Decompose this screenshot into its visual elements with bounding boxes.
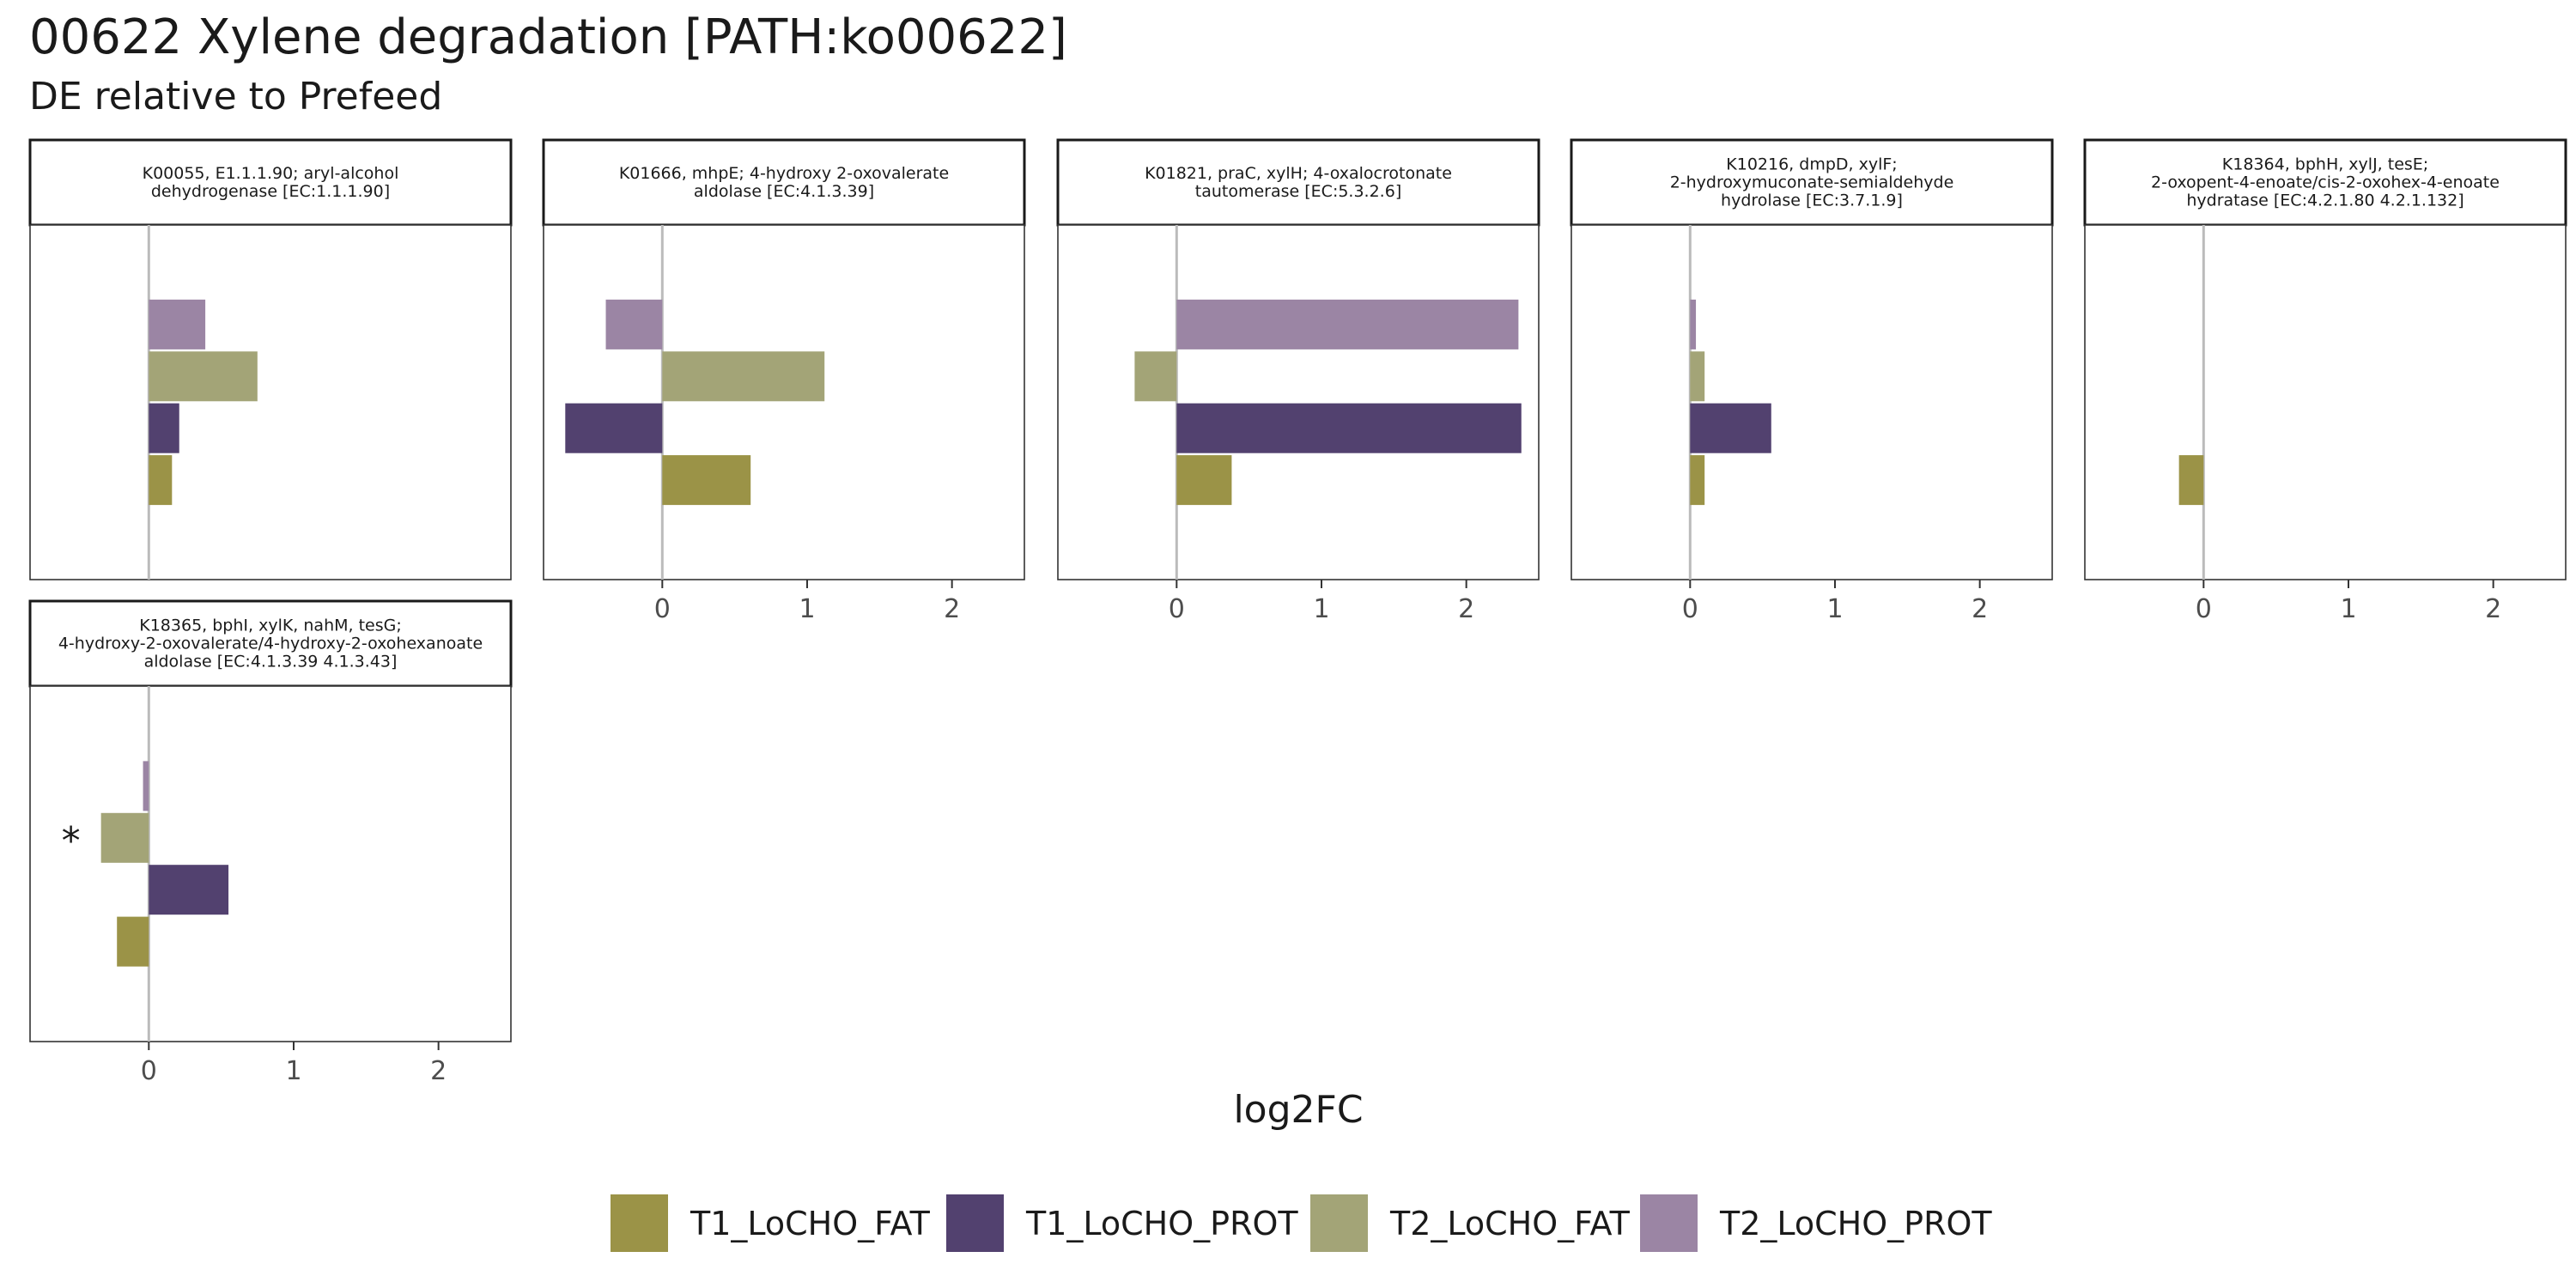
panel-3-x-tick-label: 1 (1313, 594, 1329, 624)
panel-1-bar-t2-locho-prot (149, 299, 206, 349)
panel-1-bar-t2-locho-fat (149, 351, 258, 402)
panel-2-bar-t1-locho-fat (662, 455, 751, 506)
panel-5-strip-label-line-1: K18364, bphH, xylJ, tesE; (2222, 155, 2428, 174)
chart-subtitle: DE relative to Prefeed (29, 75, 443, 118)
panel-2-bar-t1-locho-prot (565, 403, 663, 453)
panel-4-x-tick-label: 1 (1826, 594, 1843, 624)
panel-4-bar-t2-locho-fat (1690, 351, 1705, 402)
panel-1-strip-label-line-2: dehydrogenase [EC:1.1.1.90] (151, 182, 390, 201)
panel-6-strip-label-line-2: 4-hydroxy-2-oxovalerate/4-hydroxy-2-oxoh… (58, 635, 483, 653)
legend-label-t1-locho-prot: T1_LoCHO_PROT (1025, 1205, 1298, 1242)
panel-5-x-tick-label: 0 (2196, 594, 2212, 624)
panel-2-bar-t2-locho-prot (605, 299, 663, 349)
legend-label-t2-locho-fat: T2_LoCHO_FAT (1389, 1205, 1631, 1242)
panel-4-bar-t2-locho-prot (1690, 299, 1697, 349)
panel-5-bar-t1-locho-fat (2178, 455, 2204, 506)
panel-1-bar-t1-locho-prot (149, 403, 179, 453)
panel-4-x-tick-label: 2 (1971, 594, 1988, 624)
panel-3-bar-t2-locho-fat (1134, 351, 1177, 402)
panel-5-strip (2083, 138, 2567, 227)
panel-3-x-tick-label: 0 (1169, 594, 1185, 624)
panel-6-bar-t2-locho-fat (100, 812, 149, 863)
legend-label-t2-locho-prot: T2_LoCHO_PROT (1719, 1205, 1992, 1242)
panel-6-bar-t1-locho-fat (117, 916, 149, 967)
panel-4-bar-t1-locho-prot (1690, 403, 1771, 453)
panel-6-bar-t2-locho-prot (143, 761, 149, 811)
legend-key-t1-locho-prot (946, 1194, 1004, 1252)
panel-2-x-tick-label: 2 (944, 594, 960, 624)
panel-6-x-tick-label: 0 (141, 1056, 157, 1086)
panel-2-x-tick-label: 0 (654, 594, 671, 624)
panel-6-plot-area (29, 685, 512, 1042)
panel-5-x-tick-label: 1 (2340, 594, 2356, 624)
panel-4-strip (1570, 138, 2054, 227)
panel-4-strip-label-line-2: 2-hydroxymuconate-semialdehyde (1670, 173, 1954, 192)
panel-4-strip-label-line-1: K10216, dmpD, xylF; (1726, 155, 1897, 174)
panel-3-plot-area (1057, 224, 1540, 580)
panel-5-strip-label-line-3: hydratase [EC:4.2.1.80 4.2.1.132] (2186, 191, 2464, 210)
legend-key-t2-locho-fat (1310, 1194, 1368, 1252)
panel-3-strip-label-line-2: tautomerase [EC:5.3.2.6] (1195, 182, 1401, 201)
panel-3-x-tick-label: 2 (1458, 594, 1474, 624)
panel-5-plot-area (2084, 224, 2567, 580)
panel-3-bar-t1-locho-prot (1176, 403, 1522, 453)
panel-2-plot-area (543, 224, 1025, 580)
panel-2-bar-t2-locho-fat (662, 351, 825, 402)
panel-1-strip-label-line-1: K00055, E1.1.1.90; aryl-alcohol (143, 164, 399, 183)
panel-4-plot-area (1571, 224, 2053, 580)
panel-2-strip-label-line-2: aldolase [EC:4.1.3.39] (694, 182, 874, 201)
panel-6-significance-marker-1: * (62, 819, 81, 863)
panel-4-strip-label-line-3: hydrolase [EC:3.7.1.9] (1721, 191, 1903, 210)
legend-key-t2-locho-prot (1640, 1194, 1698, 1252)
panel-6-x-tick-label: 1 (285, 1056, 301, 1086)
panel-3-bar-t2-locho-prot (1176, 299, 1519, 349)
panel-6-bar-t1-locho-prot (149, 865, 229, 915)
panel-6-strip-label-line-1: K18365, bphI, xylK, nahM, tesG; (139, 617, 402, 635)
panel-5-x-tick-label: 2 (2485, 594, 2501, 624)
legend-key-t1-locho-fat (611, 1194, 668, 1252)
panel-6-strip-label-line-3: aldolase [EC:4.1.3.39 4.1.3.43] (144, 653, 398, 671)
x-axis-label: log2FC (1233, 1088, 1363, 1132)
panel-3-bar-t1-locho-fat (1176, 455, 1232, 506)
legend-label-t1-locho-fat: T1_LoCHO_FAT (690, 1205, 931, 1242)
panel-1-bar-t1-locho-fat (149, 455, 173, 506)
panel-3-strip-label-line-1: K01821, praC, xylH; 4-oxalocrotonate (1145, 164, 1452, 183)
panel-2-strip-label-line-1: K01666, mhpE; 4-hydroxy 2-oxovalerate (619, 164, 949, 183)
panel-1-plot-area (29, 224, 512, 580)
chart-title: 00622 Xylene degradation [PATH:ko00622] (29, 9, 1067, 65)
panel-2-x-tick-label: 1 (799, 594, 815, 624)
panel-3-strip (1056, 138, 1540, 227)
panel-5-strip-label-line-2: 2-oxopent-4-enoate/cis-2-oxohex-4-enoate (2151, 173, 2500, 192)
panel-4-x-tick-label: 0 (1682, 594, 1698, 624)
panel-4-bar-t1-locho-fat (1690, 455, 1705, 506)
panel-6-strip (28, 599, 513, 688)
panel-2-strip (542, 138, 1026, 227)
panel-6-x-tick-label: 2 (430, 1056, 447, 1086)
